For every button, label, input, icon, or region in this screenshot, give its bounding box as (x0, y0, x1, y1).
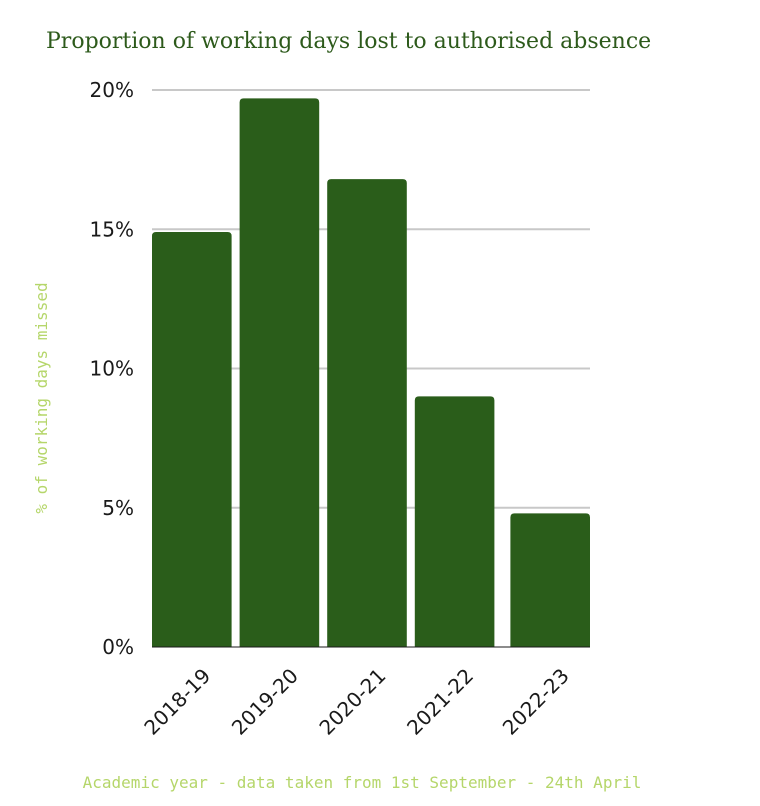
x-tick-label: 2020-21 (314, 664, 390, 740)
x-tick-label: 2022-23 (498, 664, 574, 740)
x-tick-label: 2019-20 (227, 664, 303, 740)
bar-2021-22 (414, 396, 495, 647)
y-tick-label: 5% (102, 496, 134, 520)
bar-2022-23 (510, 513, 590, 647)
y-tick-label: 15% (90, 217, 134, 241)
bars (152, 98, 590, 648)
y-axis-ticks: 0% 5% 10% 15% 20% (90, 78, 134, 659)
y-tick-label: 20% (90, 78, 134, 102)
chart-title: Proportion of working days lost to autho… (46, 29, 651, 54)
x-axis-label: Academic year - data taken from 1st Sept… (83, 773, 642, 792)
bar-2019-20 (239, 98, 320, 648)
x-axis-ticks: 2018-19 2019-20 2020-21 2021-22 2022-23 (139, 664, 573, 740)
bar-2018-19 (152, 232, 232, 647)
y-axis-label: % of working days missed (32, 282, 51, 513)
y-tick-label: 10% (90, 357, 134, 381)
y-tick-label: 0% (102, 635, 134, 659)
bar-2020-21 (327, 179, 407, 647)
x-tick-label: 2018-19 (139, 664, 215, 740)
x-tick-label: 2021-22 (402, 664, 478, 740)
